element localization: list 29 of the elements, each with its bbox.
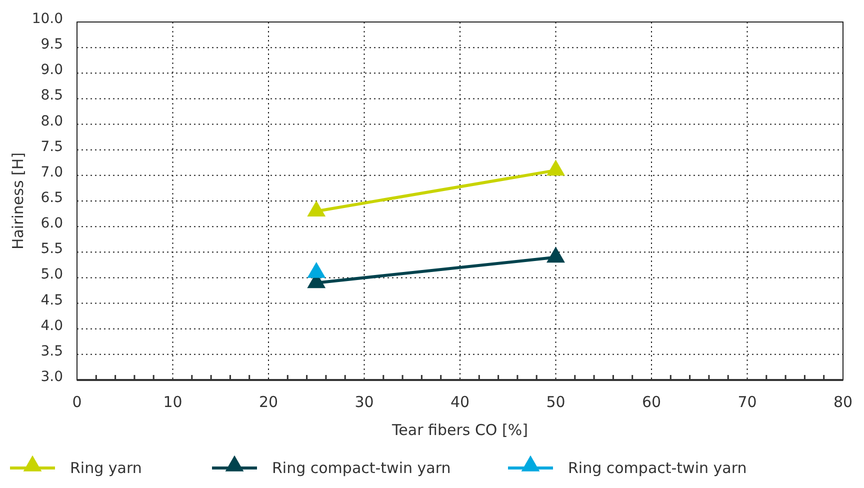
y-tick-label: 9.5: [40, 36, 63, 53]
y-tick-label: 4.0: [40, 318, 63, 334]
x-tick-label: 20: [258, 393, 278, 411]
y-tick-label: 3.0: [40, 369, 63, 385]
y-tick-label: 8.5: [40, 88, 63, 104]
y-tick-label: 6.5: [40, 190, 63, 206]
legend-label: Ring compact-twin yarn: [568, 459, 747, 477]
y-tick-label: 5.0: [40, 266, 63, 283]
x-tick-label: 80: [833, 393, 853, 411]
x-tick-label: 50: [546, 393, 566, 411]
x-tick-label: 30: [354, 393, 374, 411]
y-tick-label: 7.5: [40, 138, 63, 155]
y-axis-title: Hairiness [H]: [9, 152, 27, 250]
y-tick-label: 5.5: [40, 241, 63, 258]
y-tick-label: 8.0: [40, 113, 63, 130]
y-tick-label: 3.5: [40, 343, 63, 360]
x-tick-label: 60: [642, 393, 662, 411]
x-tick-label: 40: [450, 393, 470, 411]
y-tick-label: 4.5: [40, 292, 63, 308]
x-tick-label: 70: [738, 393, 757, 411]
legend-label: Ring compact-twin yarn: [272, 459, 451, 477]
x-tick-label: 0: [72, 393, 82, 411]
y-tick-label: 10.0: [32, 11, 63, 27]
x-axis-title: Tear fibers CO [%]: [391, 421, 528, 439]
x-tick-label: 10: [163, 393, 182, 411]
legend-label: Ring yarn: [70, 459, 142, 477]
y-tick-label: 9.0: [40, 62, 63, 78]
y-tick-label: 6.0: [40, 216, 63, 232]
y-tick-label: 7.0: [40, 164, 63, 180]
